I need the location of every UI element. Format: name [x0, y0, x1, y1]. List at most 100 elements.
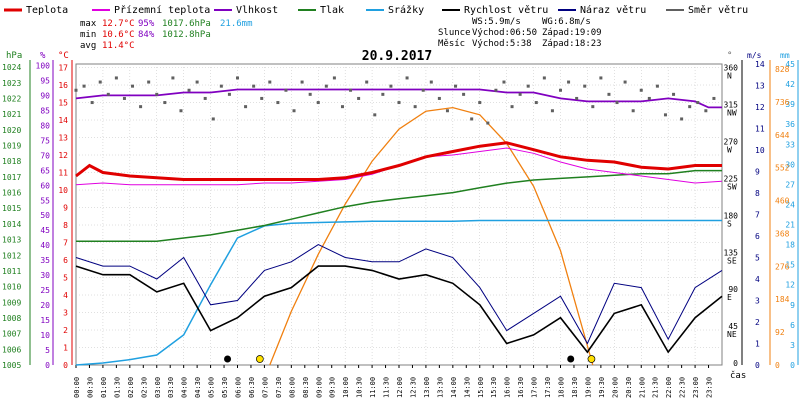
- hpa-tick-label: 1020: [2, 126, 21, 135]
- pct-tick-label: 15: [40, 316, 50, 325]
- wind-dir-point: [268, 80, 272, 84]
- legend-label: Vlhkost: [236, 5, 278, 16]
- wind-dir-point: [445, 109, 449, 113]
- solar-tick-label: 368: [775, 229, 790, 238]
- wind-dir-point: [98, 80, 102, 84]
- solar-tick-label: 460: [775, 197, 790, 206]
- wind-dir-point: [139, 105, 143, 109]
- wind-dir-point: [300, 80, 304, 84]
- dir-tick-label: 135: [724, 248, 739, 257]
- dir-tick-label: 225: [724, 174, 739, 183]
- wind-dir-point: [542, 76, 546, 80]
- hpa-tick-label: 1018: [2, 157, 21, 166]
- hpa-tick-label: 1007: [2, 330, 21, 339]
- temp-tick-label: 1: [63, 344, 68, 353]
- mm-tick-label: 36: [785, 120, 795, 129]
- x-unit: čas: [730, 370, 746, 381]
- wind-dir-point: [550, 109, 554, 113]
- dir-unit: °: [727, 51, 732, 61]
- wind-dir-point: [462, 92, 466, 96]
- x-tick-label: 16:00: [504, 377, 512, 398]
- wind-tick-label: 2: [755, 318, 760, 327]
- pct-tick-label: 40: [40, 241, 50, 250]
- mm-tick-label: 30: [785, 160, 795, 169]
- x-tick-label: 18:00: [558, 377, 566, 398]
- x-tick-label: 02:30: [140, 377, 148, 398]
- wind-dir-point: [308, 92, 312, 96]
- temp-tick-label: 14: [58, 116, 68, 125]
- wind-dir-point: [672, 92, 676, 96]
- legend-item: Přízemní teplota: [92, 4, 210, 16]
- wind-dir-point: [219, 84, 223, 88]
- wind-dir-point: [349, 88, 353, 92]
- stats-max-temp: 12.7°C: [102, 19, 135, 29]
- hpa-tick-label: 1019: [2, 142, 21, 151]
- mm-unit: mm: [780, 51, 790, 60]
- temp-tick-label: 10: [58, 186, 68, 195]
- legend-label: Srážky: [388, 4, 424, 16]
- temp-tick-label: 7: [63, 239, 68, 248]
- x-tick-label: 03:00: [154, 377, 162, 398]
- x-tick-label: 05:00: [208, 377, 216, 398]
- legend-label: Náraz větru: [580, 4, 646, 16]
- wind-dir-point: [526, 84, 530, 88]
- wind-dir-point: [478, 101, 482, 105]
- mm-tick-label: 42: [785, 80, 795, 89]
- sunrise-icon: [255, 355, 264, 363]
- solar-tick-label: 736: [775, 98, 790, 107]
- mm-tick-label: 9: [790, 301, 795, 310]
- x-tick-label: 17:00: [531, 377, 539, 398]
- wind-dir-point: [365, 80, 369, 84]
- stats-max-hum: 95%: [138, 19, 155, 29]
- legend-item: Vlhkost: [214, 5, 278, 16]
- wind-gust-line: [75, 244, 723, 345]
- x-tick-label: 17:30: [544, 377, 552, 398]
- wind-dir-point: [332, 76, 336, 80]
- stats-avg-label: avg: [80, 41, 96, 51]
- sunrise-time: Východ:06:50: [472, 28, 537, 38]
- mm-tick-label: 18: [785, 241, 795, 250]
- wind-unit: m/s: [747, 51, 762, 60]
- pct-tick-label: 55: [40, 196, 50, 205]
- hpa-tick-label: 1022: [2, 94, 21, 103]
- x-tick-label: 05:30: [221, 377, 229, 398]
- wind-dir-point: [631, 109, 635, 113]
- x-tick-label: 14:00: [450, 377, 458, 398]
- solar-tick-label: 184: [775, 295, 790, 304]
- wind-dir-point: [680, 117, 684, 121]
- legend-label: Teplota: [26, 5, 68, 16]
- wind-tick-label: 7: [755, 211, 760, 220]
- moonset-time: Západ:18:23: [542, 39, 602, 49]
- pct-unit: %: [40, 51, 46, 61]
- pct-tick-label: 45: [40, 226, 50, 235]
- x-tick-label: 11:00: [369, 377, 377, 398]
- wind-dir-point: [82, 84, 86, 88]
- wind-tick-label: 0: [755, 361, 760, 370]
- wind-dir-point: [607, 92, 611, 96]
- pressure-line: [76, 169, 722, 242]
- x-tick-label: 09:30: [329, 377, 337, 398]
- mm-tick-label: 6: [790, 321, 795, 330]
- wind-dir-point: [615, 101, 619, 105]
- mm-tick-label: 15: [785, 261, 795, 270]
- stats-block: max 12.7°C 95% 1017.6hPa 21.6mm min 10.6…: [80, 19, 253, 51]
- hpa-tick-label: 1021: [2, 110, 21, 119]
- wind-dir-point: [114, 76, 118, 80]
- pct-tick-label: 50: [40, 211, 50, 220]
- x-tick-label: 15:00: [477, 377, 485, 398]
- pct-tick-label: 0: [45, 361, 50, 370]
- solar-tick-label: 644: [775, 131, 790, 140]
- solar-tick-label: 276: [775, 262, 790, 271]
- temp-tick-label: 9: [63, 204, 68, 213]
- wind-dir-point: [397, 101, 401, 105]
- moonrise-time: Východ:5:38: [472, 39, 532, 49]
- wind-tick-label: 14: [755, 60, 765, 69]
- temp-tick-label: 4: [63, 291, 68, 300]
- hpa-tick-label: 1009: [2, 298, 21, 307]
- legend: Teplota Přízemní teplota Vlhkost Tlak Sr…: [4, 4, 748, 16]
- wind-dir-point: [131, 84, 135, 88]
- wind-tick-label: 3: [755, 297, 760, 306]
- rain-line: [75, 219, 722, 366]
- wind-tick-label: 6: [755, 232, 760, 241]
- dir-tick-label: 270: [724, 138, 739, 147]
